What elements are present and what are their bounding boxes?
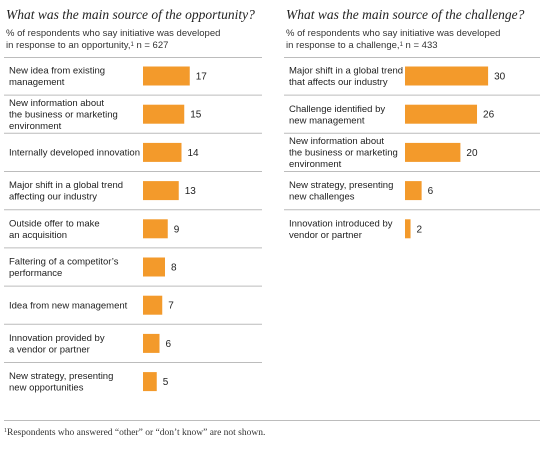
left-category-label-line: environment — [9, 121, 62, 132]
right-category-label-line: Major shift in a global trend — [289, 66, 403, 77]
right-category-label-line: Challenge identified by — [289, 104, 385, 115]
left-category-label-line: an acquisition — [9, 230, 67, 241]
footnote-text: Respondents who answered “other” or “don… — [7, 428, 266, 438]
left-category-label-line: New idea from existing — [9, 66, 105, 77]
right-category-label: New information about the business or mar… — [289, 136, 398, 170]
right-category-label: Innovation introduced by vendor or partne… — [289, 218, 393, 241]
right-footnote-mark: 1 — [399, 42, 403, 48]
right-bar — [405, 66, 489, 86]
footnote-mark: 1 — [4, 428, 7, 434]
right-chart-title: What was the main source of the challeng… — [286, 7, 525, 22]
left-category-label-line: New information about — [9, 98, 104, 109]
right-bar-chart: Major shift in a global trend that affect… — [284, 66, 540, 241]
left-value-label: 17 — [196, 72, 208, 83]
right-value-label: 2 — [417, 224, 423, 235]
left-bar — [143, 372, 157, 392]
left-bar — [143, 66, 190, 86]
left-chart-title: What was the main source of the opportun… — [6, 7, 255, 22]
left-bar — [143, 333, 160, 353]
right-category-label-line: new management — [289, 115, 365, 126]
right-bar — [405, 142, 461, 162]
left-category-label-line: New strategy, presenting — [9, 371, 113, 382]
right-subtitle-n: n = 433 — [402, 40, 438, 51]
left-bar-chart: New idea from existing management 17 New in… — [4, 66, 262, 394]
left-category-label-line: management — [9, 77, 65, 88]
footnote: 1Respondents who answered “other” or “do… — [4, 428, 265, 438]
left-subtitle-line1: % of respondents who say initiative was … — [6, 28, 221, 39]
left-bar — [143, 104, 185, 124]
left-value-label: 6 — [166, 339, 172, 350]
right-bar — [405, 181, 422, 201]
right-bar — [405, 104, 478, 124]
right-category-label-line: the business or marketing — [289, 148, 398, 159]
left-category-label: Idea from new management — [9, 301, 128, 312]
right-category-label: Major shift in a global trend that affect… — [289, 66, 403, 89]
right-value-label: 20 — [466, 148, 478, 159]
right-value-label: 26 — [483, 110, 495, 121]
left-category-label: New information about the business or mar… — [9, 98, 118, 132]
right-value-label: 6 — [428, 186, 434, 197]
left-category-label-line: Idea from new management — [9, 301, 128, 312]
left-category-label-line: performance — [9, 268, 62, 279]
right-subtitle-line1: % of respondents who say initiative was … — [286, 28, 501, 39]
right-subtitle-prefix: in response to a challenge, — [286, 40, 400, 51]
left-category-label: Outside offer to make an acquisition — [9, 218, 100, 241]
left-bar — [143, 257, 165, 277]
left-category-label-line: Internally developed innovation — [9, 148, 140, 159]
right-value-label: 30 — [494, 72, 506, 83]
left-category-label: New strategy, presenting new opportunitie… — [9, 371, 113, 394]
left-category-label-line: Faltering of a competitor’s — [9, 257, 119, 268]
right-category-label-line: that affects our industry — [289, 77, 388, 88]
right-category-label: Challenge identified by new management — [289, 104, 385, 127]
right-category-label-line: new challenges — [289, 192, 355, 203]
right-category-label-line: environment — [289, 159, 342, 170]
right-header-rule — [284, 57, 540, 58]
left-subtitle-line2: in response to an opportunity,1 n = 627 — [6, 40, 220, 52]
left-value-label: 8 — [171, 263, 177, 274]
right-category-label-line: Innovation introduced by — [289, 218, 393, 229]
left-value-label: 13 — [185, 186, 197, 197]
left-value-label: 9 — [174, 224, 180, 235]
right-chart-subtitle: % of respondents who say initiative was … — [286, 28, 500, 52]
footnote-rule — [4, 420, 540, 421]
left-category-label-line: new opportunities — [9, 383, 84, 394]
left-category-label-line: a vendor or partner — [9, 344, 90, 355]
left-category-label: New idea from existing management — [9, 66, 105, 89]
right-category-label-line: New information about — [289, 136, 384, 147]
left-bar — [143, 295, 163, 315]
right-category-label-line: vendor or partner — [289, 230, 362, 241]
left-bar — [143, 219, 168, 239]
left-category-label: Innovation provided by a vendor or partne… — [9, 333, 105, 356]
left-category-label-line: Outside offer to make — [9, 218, 100, 229]
right-bar — [405, 219, 411, 239]
left-category-label-line: affecting our industry — [9, 192, 97, 203]
left-category-label: Major shift in a global trend affecting o… — [9, 180, 123, 203]
left-category-label-line: Major shift in a global trend — [9, 180, 123, 191]
left-footnote-mark: 1 — [130, 42, 134, 48]
left-category-label: Faltering of a competitor’s performance — [9, 257, 119, 280]
left-subtitle-n: n = 627 — [133, 40, 169, 51]
left-value-label: 7 — [168, 301, 174, 312]
right-subtitle-line2: in response to a challenge,1 n = 433 — [286, 40, 500, 52]
left-category-label-line: Innovation provided by — [9, 333, 105, 344]
left-value-label: 14 — [188, 148, 200, 159]
right-category-label: New strategy, presenting new challenges — [289, 180, 393, 203]
left-value-label: 15 — [190, 110, 202, 121]
left-bar — [143, 142, 182, 162]
left-header-rule — [4, 57, 262, 58]
left-subtitle-prefix: in response to an opportunity, — [6, 40, 131, 51]
left-bar — [143, 181, 179, 201]
right-category-label-line: New strategy, presenting — [289, 180, 393, 191]
left-category-label-line: the business or marketing — [9, 110, 118, 121]
left-chart-subtitle: % of respondents who say initiative was … — [6, 28, 220, 52]
left-value-label: 5 — [163, 377, 169, 388]
left-category-label: Internally developed innovation — [9, 148, 140, 159]
